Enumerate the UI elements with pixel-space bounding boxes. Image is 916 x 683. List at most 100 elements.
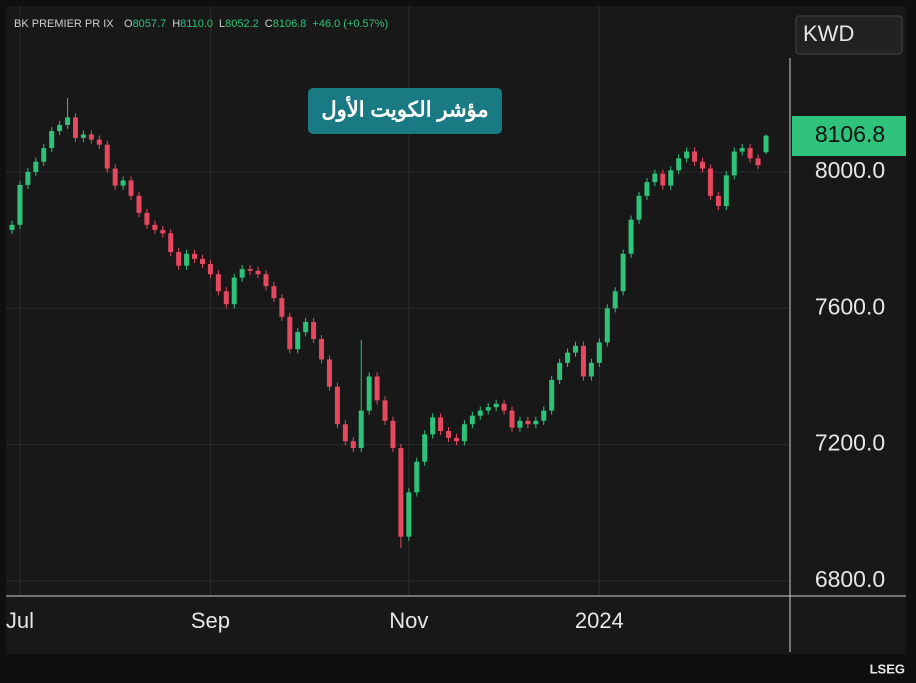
body <box>509 410 515 428</box>
legend-key: H <box>172 18 180 30</box>
body <box>644 182 650 196</box>
candles <box>9 97 769 548</box>
body <box>565 352 571 363</box>
body <box>96 139 102 145</box>
ohlc-legend: O8057.7 H8110.0 L8052.2 C8106.8 +46.0 (+0.57… <box>124 18 388 30</box>
body <box>723 175 729 207</box>
body <box>763 135 769 153</box>
body <box>414 461 420 493</box>
body <box>588 362 594 377</box>
body <box>374 376 380 401</box>
annotation-box <box>308 88 502 134</box>
body <box>358 410 364 449</box>
body <box>279 298 285 317</box>
body <box>215 274 221 292</box>
body <box>120 180 126 186</box>
body <box>255 270 261 275</box>
body <box>72 117 78 138</box>
legend-value: 8110.0 <box>180 18 213 30</box>
body <box>168 233 174 253</box>
body <box>731 151 737 176</box>
body <box>747 148 753 159</box>
body <box>311 321 317 339</box>
body <box>541 410 547 421</box>
symbol: BK PREMIER PR IX <box>14 18 114 30</box>
body <box>128 180 134 196</box>
body <box>485 407 491 411</box>
body <box>707 168 713 196</box>
body <box>438 417 444 432</box>
body <box>239 269 245 278</box>
legend-key: C <box>265 18 273 30</box>
body <box>517 420 523 428</box>
change: +46.0 (+0.57%) <box>312 18 388 30</box>
y-tick-label: 7600.0 <box>815 293 885 319</box>
body <box>612 291 618 309</box>
body <box>533 420 539 425</box>
currency-box <box>795 15 903 55</box>
body <box>390 420 396 449</box>
body <box>199 258 205 264</box>
body <box>295 332 301 350</box>
body <box>739 148 745 152</box>
body <box>287 316 293 350</box>
body <box>573 345 579 353</box>
body <box>41 148 47 162</box>
legend-value: 8052.2 <box>225 18 259 30</box>
body <box>207 263 213 275</box>
body <box>628 219 634 254</box>
body <box>144 212 150 225</box>
body <box>398 448 404 537</box>
body <box>350 441 356 449</box>
body <box>25 171 31 185</box>
body <box>660 173 666 186</box>
body <box>326 359 332 387</box>
body <box>192 253 198 259</box>
body <box>715 195 721 207</box>
body <box>184 253 190 266</box>
y-tick-label: 8000.0 <box>815 157 885 183</box>
body <box>342 424 348 442</box>
body <box>692 151 698 162</box>
body <box>477 410 483 416</box>
body <box>231 277 237 305</box>
body <box>247 269 253 271</box>
body <box>422 434 428 462</box>
body <box>65 117 71 125</box>
body <box>684 151 690 159</box>
legend-key: L <box>219 18 225 30</box>
body <box>755 158 761 166</box>
body <box>223 291 229 305</box>
last-price-badge <box>792 116 906 156</box>
body <box>620 253 626 292</box>
body <box>366 376 372 411</box>
legend-text: O8057.7 H8110.0 L8052.2 C8106.8 +46.0 (+0.57… <box>124 18 388 30</box>
body <box>668 170 674 186</box>
body <box>453 437 459 442</box>
body <box>501 403 507 411</box>
legend-value: 8057.7 <box>133 18 167 30</box>
body <box>469 415 475 425</box>
body <box>525 420 531 425</box>
body <box>430 417 436 435</box>
last-price: 8106.8 <box>815 121 885 147</box>
body <box>319 338 325 360</box>
body <box>88 134 94 140</box>
body <box>136 195 142 213</box>
body <box>406 492 412 537</box>
body <box>700 161 706 169</box>
body <box>676 158 682 171</box>
body <box>596 342 602 363</box>
body <box>636 195 642 220</box>
legend-value: 8106.8 <box>273 18 307 30</box>
x-tick-label: Sep <box>191 608 230 633</box>
body <box>104 144 110 169</box>
body <box>33 161 39 172</box>
body <box>57 124 63 132</box>
body <box>9 224 15 230</box>
y-tick-label: 7200.0 <box>815 430 885 456</box>
body <box>303 321 309 333</box>
body <box>461 424 467 442</box>
